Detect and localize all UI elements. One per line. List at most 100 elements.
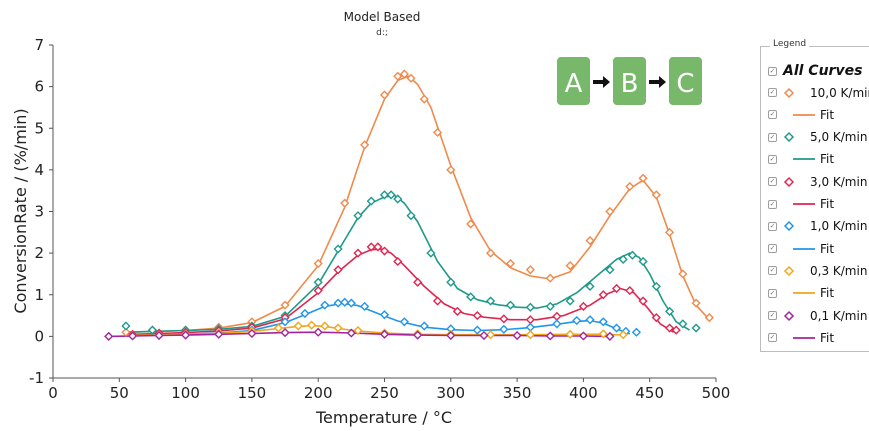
data-point: [671, 325, 681, 335]
data-point: [466, 219, 476, 229]
legend-line-swatch: [793, 113, 815, 116]
legend-checkbox[interactable]: ✓: [768, 88, 777, 97]
data-point: [578, 331, 588, 341]
data-point: [353, 248, 363, 258]
legend-line-swatch: [793, 203, 815, 205]
legend-item-series[interactable]: ✓ 0,3 K/min: [768, 261, 869, 281]
scheme-box: [557, 57, 590, 105]
data-point: [545, 273, 555, 283]
data-point: [280, 328, 290, 338]
data-point: [585, 281, 595, 292]
legend-checkbox[interactable]: ✓: [768, 221, 777, 231]
data-point: [552, 319, 562, 329]
data-point: [340, 297, 350, 307]
data-point: [627, 250, 638, 260]
data-point: [293, 321, 303, 331]
legend-checkbox[interactable]: ✓: [768, 110, 777, 120]
legend-item-fit[interactable]: ✓ Fit: [768, 328, 869, 348]
data-point: [313, 327, 323, 337]
data-point: [399, 317, 409, 327]
legend-checkbox[interactable]: ✓: [768, 266, 777, 276]
legend-item-series[interactable]: ✓ 5,0 K/min: [768, 127, 869, 147]
legend-item-series[interactable]: ✓ 3,0 K/min: [768, 172, 869, 192]
x-tick-label: 0: [48, 384, 58, 402]
data-point: [525, 330, 535, 340]
legend-checkbox[interactable]: ✓: [768, 333, 777, 343]
data-point: [472, 310, 482, 321]
legend-checkbox[interactable]: ✓: [768, 177, 777, 187]
data-point: [320, 321, 330, 331]
legend-label: 5,0 K/min: [810, 130, 868, 145]
legend-item-fit[interactable]: ✓ Fit: [768, 239, 869, 259]
data-point: [313, 285, 323, 296]
data-point: [485, 248, 496, 258]
data-point: [585, 315, 595, 325]
data-point: [127, 331, 138, 341]
data-point: [565, 329, 575, 339]
data-point: [505, 258, 516, 269]
data-point: [273, 323, 284, 333]
y-tick-label: 7: [34, 36, 44, 54]
data-point: [611, 323, 622, 333]
y-tick-label: 2: [34, 244, 44, 262]
legend-item-series[interactable]: ✓ 1,0 K/min: [768, 216, 869, 236]
data-point: [525, 322, 535, 332]
data-point: [333, 323, 343, 333]
data-point: [181, 330, 191, 340]
data-point: [320, 300, 330, 310]
x-tick-label: 200: [304, 384, 333, 402]
legend-marker-swatch: [783, 310, 795, 321]
data-point: [638, 296, 648, 306]
data-point: [605, 331, 615, 341]
legend-checkbox[interactable]: ✓: [768, 288, 777, 298]
x-tick-label: 50: [110, 384, 129, 402]
data-point: [618, 254, 628, 264]
legend-checkbox[interactable]: ✓: [768, 132, 777, 142]
y-axis-label: ConversionRate / (%/min): [11, 108, 30, 313]
legend-label: Fit: [820, 241, 835, 256]
scheme-arrow: [649, 76, 666, 88]
data-point: [353, 211, 363, 221]
data-point: [485, 296, 496, 306]
legend-item-fit[interactable]: ✓ Fit: [768, 194, 869, 214]
data-point: [432, 296, 443, 306]
data-point: [565, 296, 575, 306]
data-point: [605, 265, 615, 275]
data-point: [379, 190, 390, 200]
data-point: [413, 277, 423, 287]
legend-item-fit[interactable]: ✓ Fit: [768, 105, 869, 125]
x-tick-label: 300: [436, 384, 465, 402]
legend-checkbox[interactable]: ✓: [768, 244, 777, 254]
legend-item-fit[interactable]: ✓ Fit: [768, 149, 869, 169]
data-point: [446, 165, 456, 175]
data-point: [585, 236, 595, 246]
data-point: [631, 327, 642, 337]
legend-line-swatch: [793, 158, 815, 161]
legend-checkbox[interactable]: ✓: [768, 311, 777, 320]
measured-series: [104, 327, 615, 341]
data-point: [366, 196, 376, 206]
data-point: [147, 325, 158, 335]
data-point: [406, 73, 416, 83]
data-point: [678, 319, 688, 329]
data-point: [651, 190, 661, 200]
legend-label: Fit: [820, 107, 835, 122]
data-point: [446, 277, 456, 287]
x-tick-label: 400: [569, 384, 598, 402]
data-point: [691, 323, 701, 333]
legend-marker-swatch: [783, 87, 795, 98]
y-tick-label: -1: [29, 369, 44, 387]
legend-item-series[interactable]: ✓ 0,1 K/min: [768, 306, 869, 326]
legend-checkbox[interactable]: ✓: [768, 66, 777, 76]
legend-item-series[interactable]: ✓ 10,0 K/min: [768, 83, 869, 103]
legend-line-swatch: [793, 292, 815, 295]
data-point: [499, 324, 509, 334]
legend-item-all-curves[interactable]: ✓ All Curves: [768, 61, 869, 81]
data-point: [432, 127, 443, 138]
legend-label: Fit: [820, 330, 835, 345]
legend-checkbox[interactable]: ✓: [768, 154, 777, 164]
fit-line: [132, 302, 631, 337]
data-point: [499, 314, 509, 324]
legend-item-fit[interactable]: ✓ Fit: [768, 283, 869, 303]
legend-checkbox[interactable]: ✓: [768, 199, 777, 209]
